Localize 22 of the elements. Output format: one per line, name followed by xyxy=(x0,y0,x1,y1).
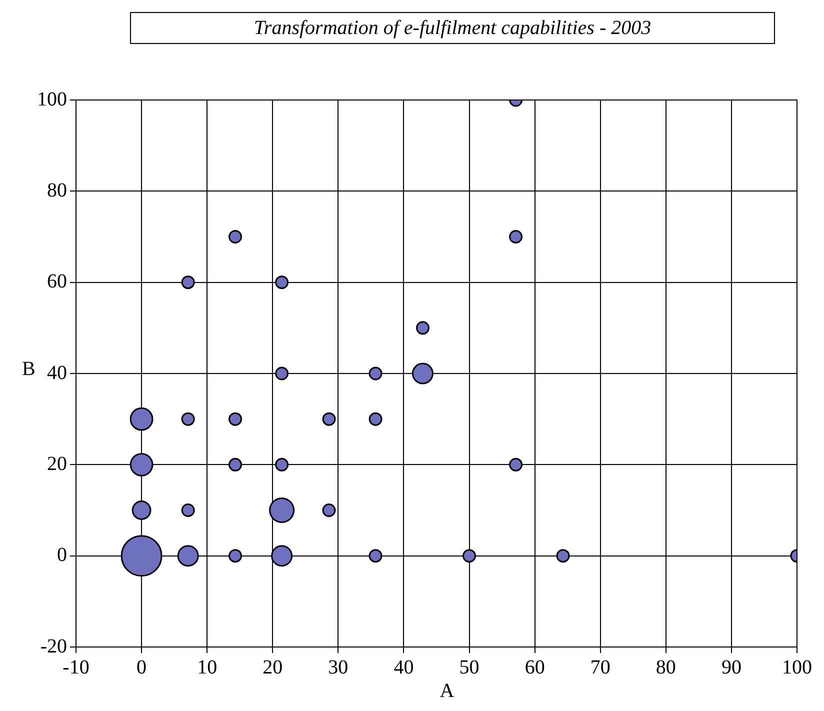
x-tick-label: 60 xyxy=(524,656,545,678)
x-tick-label: 80 xyxy=(656,656,676,678)
x-tick-label: 90 xyxy=(721,656,742,678)
y-axis-title: B xyxy=(22,358,36,381)
x-tick-label: 0 xyxy=(136,656,147,678)
y-tick-label: 80 xyxy=(47,179,67,202)
x-tick-label: 50 xyxy=(459,656,480,678)
x-tick-label: 100 xyxy=(782,656,812,678)
y-tick-label: 100 xyxy=(37,88,67,110)
x-axis-title: A xyxy=(438,680,456,703)
x-tick-label: -10 xyxy=(62,656,90,678)
x-tick-label: 30 xyxy=(328,656,348,678)
x-tick-label: 20 xyxy=(262,656,283,678)
x-tick-label: 70 xyxy=(590,656,610,678)
y-tick-label: -20 xyxy=(40,635,67,658)
x-tick-label: 10 xyxy=(197,656,218,678)
chart-title: Transformation of e-fulfilment capabilities - 2003 xyxy=(130,12,775,44)
x-tick-label: 40 xyxy=(394,656,414,678)
y-tick-label: 60 xyxy=(47,270,67,293)
y-tick-label: 40 xyxy=(47,362,67,384)
y-tick-label: 20 xyxy=(47,452,67,475)
y-tick-label: 0 xyxy=(57,544,67,566)
